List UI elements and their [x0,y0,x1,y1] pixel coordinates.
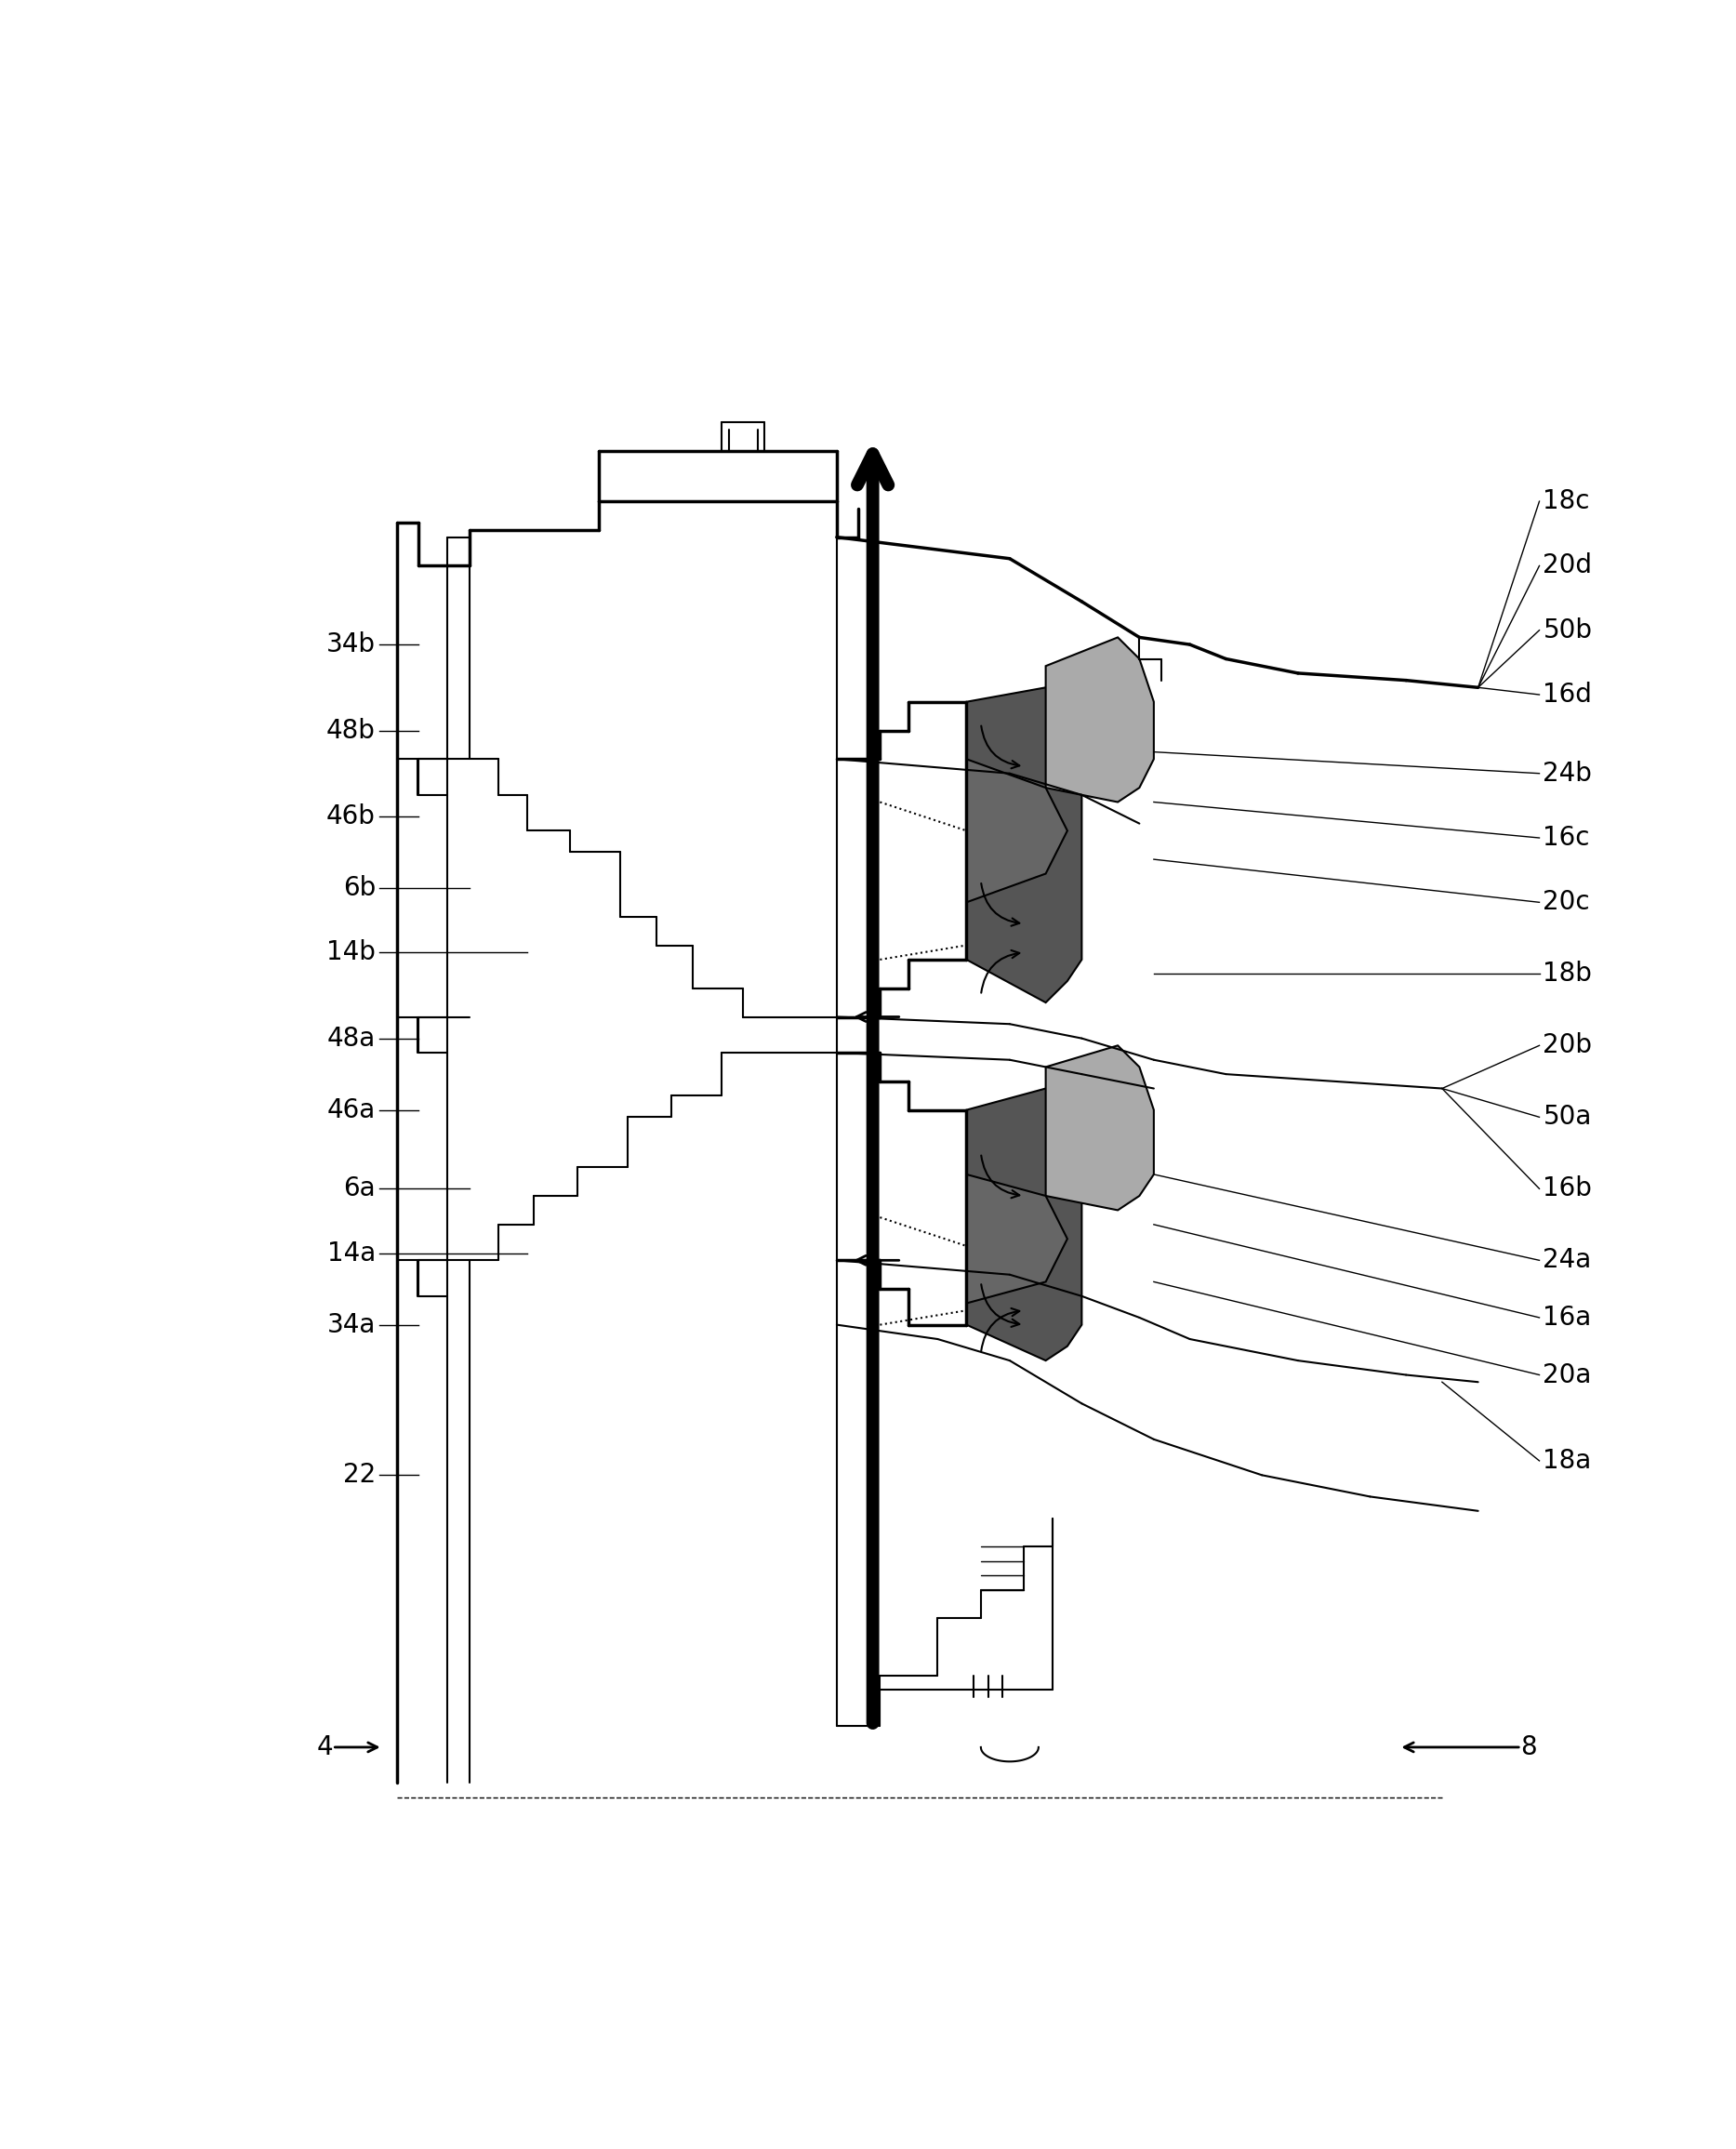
Text: 20a: 20a [1543,1362,1592,1388]
Text: 16d: 16d [1543,681,1592,707]
Text: 6b: 6b [342,875,375,900]
Polygon shape [1045,1047,1154,1210]
Polygon shape [967,1173,1068,1302]
Text: 46a: 46a [326,1096,375,1124]
Text: 16a: 16a [1543,1304,1592,1330]
Text: 16b: 16b [1543,1176,1592,1201]
Text: 20d: 20d [1543,552,1592,578]
Text: 16c: 16c [1543,825,1590,851]
Text: 48b: 48b [326,718,375,744]
Text: 18a: 18a [1543,1448,1592,1474]
Text: 4: 4 [318,1734,333,1760]
Text: 8: 8 [1521,1734,1536,1760]
Text: 6a: 6a [344,1176,375,1201]
Text: 24a: 24a [1543,1246,1592,1274]
Text: 50a: 50a [1543,1105,1592,1130]
Polygon shape [967,688,1082,1004]
Text: 46b: 46b [326,804,375,830]
Text: 34b: 34b [326,632,375,658]
Text: 22: 22 [342,1461,375,1487]
Text: 18c: 18c [1543,488,1590,514]
Text: 34a: 34a [326,1311,375,1339]
Text: 14a: 14a [326,1240,375,1266]
Text: 20b: 20b [1543,1032,1592,1059]
Polygon shape [1045,638,1154,802]
Polygon shape [967,1087,1082,1360]
Text: 24b: 24b [1543,761,1592,787]
Text: 14b: 14b [326,939,375,965]
Text: 48a: 48a [326,1025,375,1051]
Text: 20c: 20c [1543,890,1590,915]
Polygon shape [967,759,1068,903]
Text: 18b: 18b [1543,961,1592,986]
Text: 50b: 50b [1543,617,1592,643]
